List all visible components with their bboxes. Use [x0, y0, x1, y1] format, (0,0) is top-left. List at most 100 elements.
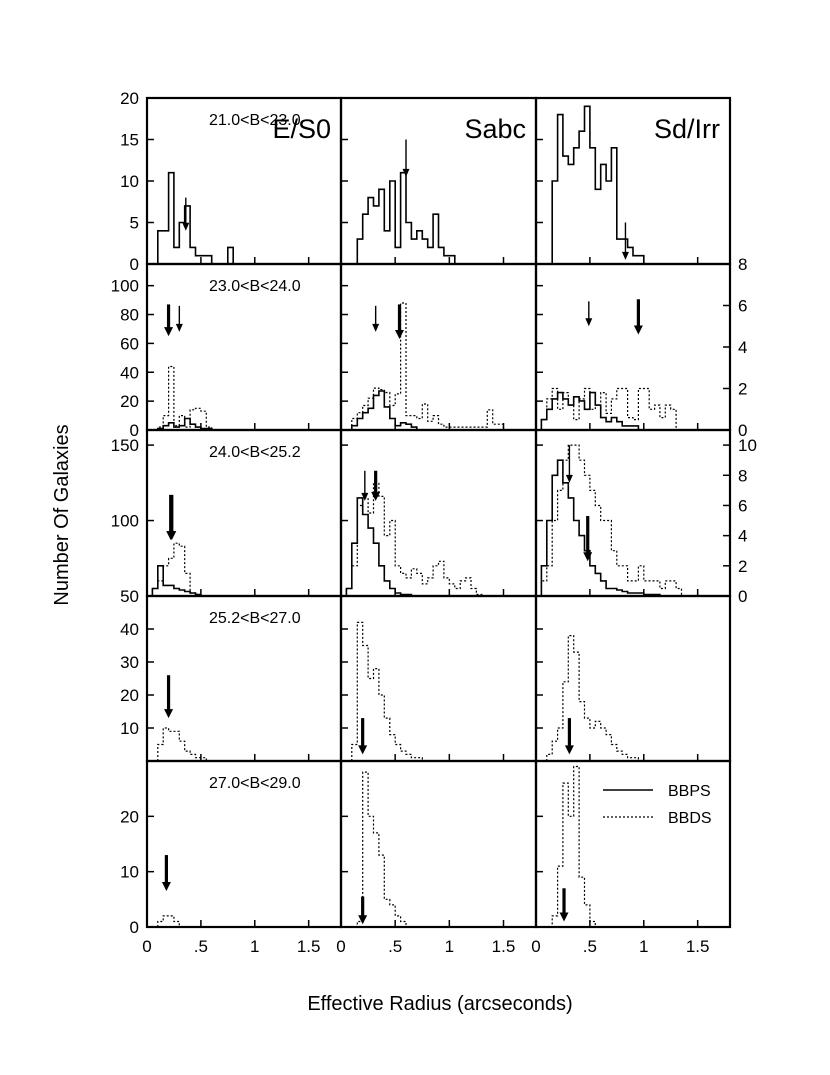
right-y-tick-label: 4 — [738, 527, 747, 546]
right-y-tick-label: 6 — [738, 496, 747, 515]
median-arrow-head — [164, 709, 174, 719]
bbds-histogram — [351, 771, 417, 927]
bbds-histogram — [157, 365, 213, 430]
bbps-histogram — [551, 105, 645, 264]
median-arrow-head — [372, 323, 380, 332]
median-arrow-head — [361, 492, 369, 501]
bbds-histogram — [345, 482, 488, 596]
bbps-histogram — [151, 565, 207, 596]
median-arrow-head — [402, 168, 410, 177]
y-tick-label: 5 — [130, 214, 139, 233]
bbds-histogram — [546, 765, 612, 927]
y-tick-label: 150 — [111, 436, 139, 455]
panel-frame — [339, 262, 538, 432]
y-tick-label: 20 — [120, 392, 139, 411]
right-y-tick-label: 10 — [738, 436, 757, 455]
median-arrow-head — [161, 882, 171, 892]
y-tick-label: 100 — [111, 277, 139, 296]
y-tick-label: 40 — [120, 363, 139, 382]
panel-r4-c3 — [546, 635, 644, 761]
x-axis-label: Effective Radius (arcseconds) — [307, 993, 572, 1015]
x-tick-label: 1 — [445, 937, 454, 956]
legend-bbps-label: BBPS — [668, 783, 711, 800]
galaxy-type-label: E/S0 — [272, 114, 331, 144]
x-tick-label: .5 — [583, 937, 597, 956]
right-y-tick-label: 2 — [738, 557, 747, 576]
panel-frame — [534, 428, 732, 598]
y-tick-label: 10 — [120, 172, 139, 191]
y-tick-label: 50 — [120, 587, 139, 606]
y-tick-label: 10 — [120, 863, 139, 882]
median-arrow-head — [585, 318, 593, 327]
panel-frame — [534, 594, 732, 763]
y-tick-label: 20 — [120, 89, 139, 108]
right-y-tick-label: 8 — [738, 466, 747, 485]
bbds-histogram — [157, 915, 223, 927]
y-tick-label: 40 — [120, 620, 139, 639]
y-tick-label: 30 — [120, 653, 139, 672]
panel-frame — [534, 262, 732, 432]
bbps-histogram — [540, 459, 661, 596]
bbds-histogram — [351, 621, 439, 761]
median-arrow-head — [564, 745, 574, 755]
y-tick-label: 100 — [111, 512, 139, 531]
bbps-histogram — [345, 497, 444, 596]
panel-r1-c1 — [157, 171, 239, 264]
y-tick-label: 0 — [130, 421, 139, 440]
magnitude-range-label: 27.0<B<29.0 — [209, 775, 301, 792]
magnitude-range-label: 25.2<B<27.0 — [209, 610, 301, 627]
y-tick-label: 10 — [120, 719, 139, 738]
median-arrow-head — [621, 251, 629, 260]
panel-frame — [534, 759, 732, 929]
y-tick-label: 15 — [120, 131, 139, 150]
galaxy-type-label: Sabc — [464, 114, 526, 144]
right-y-tick-label: 0 — [738, 587, 747, 606]
x-tick-label: 0 — [142, 937, 151, 956]
y-axis-label: Number Of Galaxies — [51, 424, 73, 605]
panel-r4-c1 — [157, 675, 223, 761]
y-tick-label: 20 — [120, 807, 139, 826]
median-arrow-head — [559, 912, 569, 922]
bbds-histogram — [540, 444, 683, 596]
bbps-histogram — [351, 390, 418, 430]
magnitude-range-label: 23.0<B<24.0 — [209, 278, 301, 295]
bbps-histogram — [157, 171, 239, 264]
magnitude-range-label: 24.0<B<25.2 — [209, 444, 301, 461]
median-arrow-head — [633, 325, 643, 335]
right-y-tick-label: 2 — [738, 380, 747, 399]
panel-r4-c2 — [351, 621, 439, 761]
x-tick-label: 0 — [531, 937, 540, 956]
panel-r1-c3 — [551, 105, 645, 264]
x-tick-label: 0 — [336, 937, 345, 956]
bbps-histogram — [540, 391, 640, 430]
bbps-histogram — [356, 171, 456, 264]
axes-layer: 21.0<B<23.00510152023.0<B<24.00204060801… — [111, 89, 757, 956]
median-arrow-head — [358, 915, 368, 925]
panel-r5-c2 — [351, 771, 417, 927]
median-arrow-head — [371, 491, 381, 501]
panel-r5-c3 — [546, 765, 612, 927]
panel-r3-c2 — [345, 470, 488, 596]
median-arrow-head — [182, 222, 190, 231]
panel-r2-c1 — [157, 304, 213, 430]
panel-r2-c3 — [540, 299, 677, 430]
median-arrow-head — [167, 531, 177, 541]
x-tick-label: 1.5 — [686, 937, 710, 956]
x-tick-label: 1 — [639, 937, 648, 956]
legend-bbds-label: BBDS — [668, 810, 712, 827]
panels-layer — [151, 105, 683, 927]
bbds-histogram — [351, 302, 505, 430]
y-tick-label: 0 — [130, 255, 139, 274]
panel-r3-c1 — [151, 494, 207, 596]
right-y-tick-label: 6 — [738, 297, 747, 316]
median-arrow-head — [583, 552, 593, 562]
y-tick-label: 0 — [130, 918, 139, 937]
x-tick-label: 1.5 — [297, 937, 321, 956]
right-y-tick-label: 4 — [738, 338, 747, 357]
panel-r1-c2 — [356, 139, 456, 264]
right-y-tick-label: 8 — [738, 255, 747, 274]
galaxy-type-label: Sd/Irr — [654, 114, 720, 144]
x-tick-label: .5 — [194, 937, 208, 956]
median-arrow-head — [565, 474, 573, 483]
